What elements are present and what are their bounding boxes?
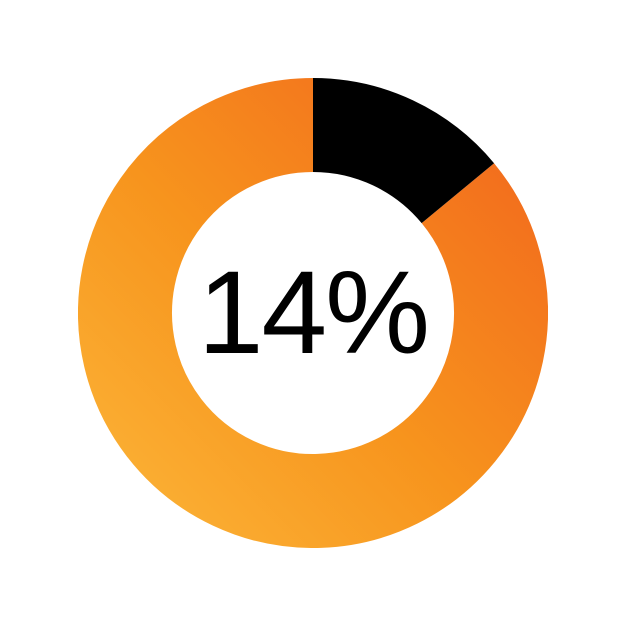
value-arc (313, 125, 458, 193)
donut-chart: 14% (78, 78, 548, 548)
percent-label: 14% (198, 245, 428, 381)
chart-canvas: 14% (0, 0, 626, 626)
